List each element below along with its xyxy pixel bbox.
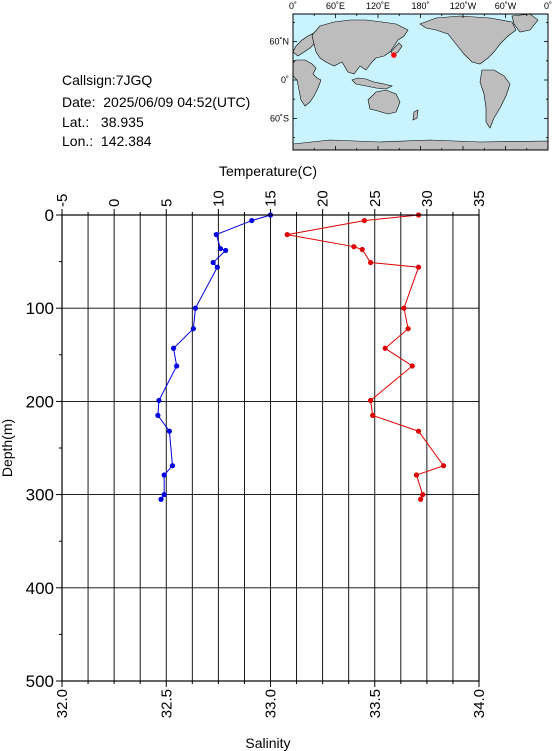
salinity-point <box>351 244 357 250</box>
salinity-point <box>401 305 407 311</box>
salinity-point <box>440 463 447 469</box>
location-marker <box>390 52 397 59</box>
longitude-row: Lon.: 142.384 <box>62 134 152 148</box>
temperature-point <box>214 264 220 270</box>
map-top-tick-label: 120˚W <box>450 1 477 11</box>
salinity-point <box>415 428 422 434</box>
salinity-axis-label: Salinity <box>245 735 290 751</box>
plot-frame <box>61 214 480 682</box>
latitude-label: Lat.: <box>62 114 90 130</box>
temperature-point <box>249 217 255 224</box>
salinity-point <box>418 496 424 502</box>
chart-ticks <box>56 209 480 687</box>
map-top-tick-label: 60˚E <box>326 1 345 11</box>
salinity-point <box>359 246 365 253</box>
salinity-point <box>370 412 376 418</box>
temperature-tick-label: 30 <box>419 190 436 207</box>
salinity-tick-label: 33.5 <box>367 689 384 718</box>
depth-tick-label: 0 <box>45 206 54 225</box>
salinity-point <box>382 345 388 351</box>
temperature-point <box>192 305 199 311</box>
salinity-point <box>413 472 420 478</box>
land-australia <box>367 89 401 115</box>
depth-tick-label: 200 <box>26 392 54 411</box>
depth-tick-label: 100 <box>26 299 54 318</box>
temperature-tick-label: 35 <box>471 190 488 207</box>
temperature-point <box>161 492 167 498</box>
temperature-point <box>217 245 224 252</box>
salinity-tick-label: 32.0 <box>54 689 71 718</box>
temperature-point <box>161 472 167 478</box>
depth-tick-label: 300 <box>26 486 54 505</box>
temperature-points <box>155 212 274 502</box>
temperature-tick-label: 0 <box>106 199 123 207</box>
map-left-tick-label: 60˚S <box>270 113 289 123</box>
map-land <box>292 13 549 151</box>
world-map: 0˚ 60˚E 120˚E 180˚ 120˚W 60˚W 0˚ 60˚N 0˚ 60˚S <box>269 1 552 151</box>
latitude-row: Lat.: 38.935 <box>62 115 144 129</box>
map-left-tick-label: 0˚ <box>281 75 289 85</box>
land-south-america <box>479 69 511 129</box>
map-top-tick-label: 0˚ <box>289 1 297 11</box>
temperature-point <box>210 259 216 266</box>
temperature-point <box>213 231 219 238</box>
callsign-text: Callsign:7JGQ <box>62 72 153 88</box>
temperature-point <box>169 463 176 469</box>
chart-grid <box>61 214 480 682</box>
salinity-line <box>287 214 445 500</box>
temperature-point <box>174 363 180 369</box>
land-indonesia <box>351 77 393 90</box>
land-africa <box>292 59 322 107</box>
map-top-tick-label: 180˚ <box>411 1 429 11</box>
depth-tick-label: 500 <box>26 672 54 691</box>
temperature-tick-label: 15 <box>263 190 280 207</box>
temperature-point <box>190 326 196 332</box>
temperature-tick-label: -5 <box>54 194 71 207</box>
depth-axis-label: Depth(m) <box>0 419 15 477</box>
land-north-america <box>419 15 517 65</box>
map-tick-marks <box>292 14 549 150</box>
marker-star <box>390 52 397 59</box>
salinity-point <box>367 397 374 404</box>
temperature-tick-label: 10 <box>210 190 227 207</box>
land-new-zealand <box>412 109 419 121</box>
map-top-tick-label: 0˚ <box>544 1 552 11</box>
salinity-points <box>284 212 447 502</box>
salinity-point <box>284 231 290 238</box>
longitude-value: 142.384 <box>100 133 152 149</box>
salinity-point <box>415 264 422 270</box>
temperature-point <box>155 412 161 418</box>
salinity-tick-label: 32.5 <box>158 689 175 718</box>
temperature-point <box>156 397 162 404</box>
salinity-point <box>367 259 374 266</box>
date-text: Date: 2025/06/09 04:52(UTC) <box>62 94 251 110</box>
salinity-tick-label: 34.0 <box>471 689 488 718</box>
temperature-line <box>157 214 271 500</box>
salinity-point <box>420 492 426 498</box>
longitude-label: Lon.: <box>62 133 94 149</box>
salinity-point <box>405 326 411 332</box>
temperature-point <box>223 247 229 254</box>
temperature-axis-label: Temperature(C) <box>219 163 317 179</box>
map-top-tick-label: 120˚E <box>366 1 390 11</box>
temperature-tick-label: 25 <box>367 190 384 207</box>
depth-tick-label: 400 <box>26 579 54 598</box>
temperature-point <box>166 428 172 434</box>
temperature-point <box>170 345 177 351</box>
map-tick-labels: 0˚ 60˚E 120˚E 180˚ 120˚W 60˚W 0˚ 60˚N 0˚ 60˚S <box>269 1 552 123</box>
map-left-tick-label: 60˚N <box>269 37 289 47</box>
latitude-value: 38.935 <box>100 114 144 130</box>
land-japan <box>390 42 403 56</box>
map-top-tick-label: 60˚W <box>495 1 517 11</box>
temperature-point <box>158 496 164 502</box>
temperature-tick-label: 5 <box>158 199 175 207</box>
land-asia <box>311 19 409 75</box>
salinity-point <box>409 363 415 369</box>
temperature-tick-label: 20 <box>315 190 332 207</box>
salinity-point <box>361 217 367 224</box>
salinity-tick-label: 33.0 <box>263 689 280 718</box>
